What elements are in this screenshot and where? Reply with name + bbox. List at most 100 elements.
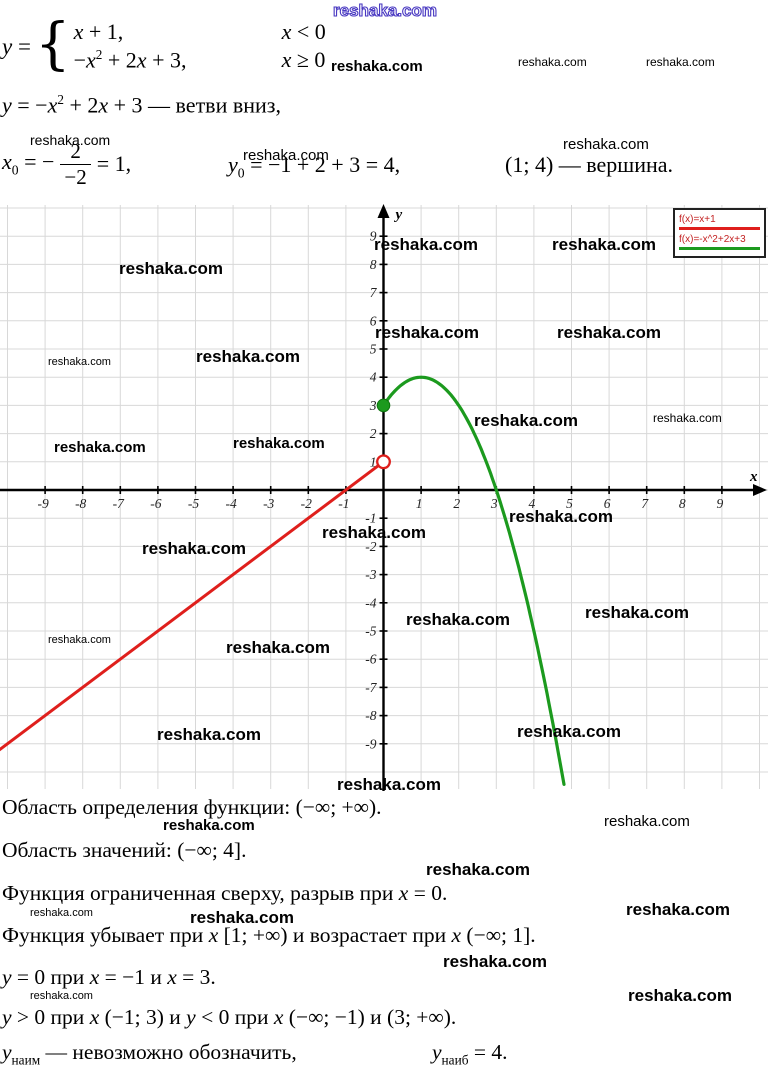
case-row-parabola: −x2 + 2x + 3, x ≥ 0: [74, 47, 326, 73]
svg-text:2: 2: [370, 426, 377, 441]
piecewise-function-definition: y = { x + 1, x < 0 −x2 + 2x + 3, x ≥ 0: [2, 12, 326, 77]
watermark: reshaka.com: [653, 411, 722, 425]
svg-text:3: 3: [490, 496, 498, 511]
svg-text:1: 1: [370, 454, 377, 469]
watermark: reshaka.com: [585, 603, 689, 622]
chart-legend: f(x)=x+1 f(x)=-x^2+2x+3: [673, 208, 766, 258]
watermark: reshaka.com: [30, 907, 93, 919]
svg-text:2: 2: [453, 496, 460, 511]
legend-entry-linear: f(x)=x+1: [679, 213, 760, 230]
watermark: reshaka.com: [337, 775, 441, 794]
svg-text:-9: -9: [37, 496, 48, 511]
y0-calculation: y0 = −1 + 2 + 3 = 4,: [228, 152, 401, 181]
svg-text:1: 1: [416, 496, 423, 511]
case-expr-parabola: −x2 + 2x + 3,: [73, 47, 187, 73]
watermark: reshaka.com: [557, 323, 661, 342]
watermark: reshaka.com: [322, 523, 426, 542]
legend-entry-parabola: f(x)=-x^2+2x+3: [679, 233, 760, 250]
legend-swatch-parabola: [679, 247, 760, 250]
svg-text:y: y: [394, 207, 403, 223]
svg-text:7: 7: [641, 496, 649, 511]
case-cond-linear: x < 0: [281, 19, 326, 45]
svg-text:-7: -7: [365, 680, 377, 695]
piecewise-cases: x + 1, x < 0 −x2 + 2x + 3, x ≥ 0: [74, 19, 326, 73]
domain-line: Область определения функции: (−∞; +∞).: [2, 795, 382, 819]
watermark: reshaka.com: [443, 952, 547, 971]
bounded-line: Функция ограниченная сверху, разрыв при …: [2, 881, 448, 905]
watermark: reshaka.com: [646, 55, 715, 69]
watermark: reshaka.com: [552, 235, 656, 254]
watermark: reshaka.com: [628, 986, 732, 1005]
svg-text:-6: -6: [365, 652, 376, 667]
svg-text:4: 4: [529, 496, 536, 511]
svg-text:x: x: [749, 469, 758, 485]
svg-text:-1: -1: [365, 511, 376, 526]
watermark: reshaka.com: [157, 725, 261, 744]
watermark: reshaka.com: [517, 722, 621, 741]
legend-label-linear: f(x)=x+1: [679, 214, 716, 225]
svg-text:6: 6: [370, 313, 377, 328]
range-line: Область значений: (−∞; 4].: [2, 838, 247, 862]
svg-text:-7: -7: [113, 496, 125, 511]
fraction: 2 −2: [60, 139, 91, 188]
watermark: reshaka.com: [243, 147, 329, 164]
svg-text:-9: -9: [365, 736, 376, 751]
watermark: reshaka.com: [474, 411, 578, 430]
fraction-numerator: 2: [70, 139, 81, 164]
parabola-branches-note: y = −x2 + 2x + 3 — ветви вниз,: [2, 92, 281, 118]
svg-text:-4: -4: [365, 595, 376, 610]
watermark: reshaka.com: [604, 813, 690, 830]
monotonicity-line: Функция убывает при x [1; +∞) и возраста…: [2, 923, 536, 947]
watermark: reshaka.com: [375, 323, 479, 342]
watermark: reshaka.com: [190, 908, 294, 927]
svg-text:9: 9: [717, 496, 724, 511]
svg-text:9: 9: [370, 229, 377, 244]
x0-result: = 1,: [96, 151, 132, 176]
coordinate-plane: -9 -8 -7 -6 -5 -4 -3 -2 -1 1 2 3 4 5 6 7 8 9 -9 -8 -7 -6 -5 -4 -…: [0, 203, 768, 793]
watermark: reshaka.com: [374, 235, 478, 254]
svg-text:-1: -1: [338, 496, 349, 511]
x0-prefix: x0 = −: [2, 149, 55, 178]
max-value-line: yнаиб = 4.: [432, 1040, 508, 1068]
svg-text:5: 5: [370, 342, 377, 357]
watermark: reshaka.com: [331, 58, 423, 75]
watermark: reshaka.com: [226, 638, 330, 657]
svg-text:5: 5: [566, 496, 573, 511]
watermark: reshaka.com: [30, 132, 111, 148]
watermark: reshaka.com: [332, 1, 437, 20]
watermark: reshaka.com: [48, 356, 111, 368]
svg-text:8: 8: [679, 496, 686, 511]
sign-intervals-line: y > 0 при x (−1; 3) и y < 0 при x (−∞; −…: [2, 1005, 457, 1029]
watermark: reshaka.com: [626, 900, 730, 919]
svg-text:8: 8: [370, 257, 377, 272]
x0-calculation: x0 = − 2 −2 = 1,: [2, 136, 131, 192]
svg-text:-6: -6: [150, 496, 161, 511]
svg-text:7: 7: [370, 285, 378, 300]
svg-text:-8: -8: [365, 708, 376, 723]
svg-text:-3: -3: [365, 567, 376, 582]
piecewise-brace: {: [34, 12, 71, 77]
watermark: reshaka.com: [54, 439, 146, 456]
watermark: reshaka.com: [48, 634, 111, 646]
svg-text:-2: -2: [301, 496, 312, 511]
svg-text:-4: -4: [225, 496, 236, 511]
svg-text:-8: -8: [75, 496, 86, 511]
case-cond-parabola: x ≥ 0: [281, 47, 326, 73]
watermark: reshaka.com: [426, 860, 530, 879]
watermark: reshaka.com: [233, 435, 325, 452]
watermark: reshaka.com: [196, 347, 300, 366]
watermark: reshaka.com: [518, 55, 587, 69]
watermark: reshaka.com: [163, 817, 255, 834]
vertex-point: (1; 4) — вершина.: [505, 152, 674, 177]
svg-text:-5: -5: [188, 496, 199, 511]
svg-text:3: 3: [369, 398, 377, 413]
watermark: reshaka.com: [142, 539, 246, 558]
fraction-denominator: −2: [60, 163, 91, 188]
watermark: reshaka.com: [509, 507, 613, 526]
vertex-calculation: x0 = − 2 −2 = 1, y0 = −1 + 2 + 3 = 4, (1…: [0, 136, 768, 192]
zeros-line: y = 0 при x = −1 и x = 3.: [2, 965, 216, 989]
case-expr-linear: x + 1,: [73, 19, 124, 45]
piecewise-lhs: y =: [2, 33, 31, 59]
svg-text:4: 4: [370, 370, 377, 385]
